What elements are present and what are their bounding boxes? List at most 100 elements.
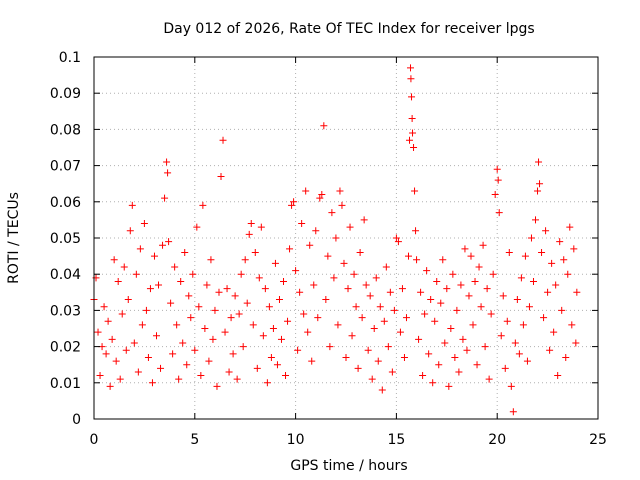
- data-point: [167, 299, 175, 307]
- data-point: [148, 379, 156, 387]
- data-point: [494, 176, 502, 184]
- data-point: [316, 194, 324, 202]
- data-point: [247, 220, 255, 228]
- data-point: [358, 314, 366, 322]
- data-point: [556, 238, 564, 246]
- y-tick-label: 0.09: [50, 86, 81, 102]
- data-point: [560, 256, 568, 264]
- data-point: [205, 357, 213, 365]
- data-point: [473, 361, 481, 369]
- data-point: [400, 353, 408, 361]
- data-point: [126, 227, 134, 235]
- x-tick-label: 25: [589, 432, 607, 448]
- data-point: [554, 372, 562, 380]
- data-point: [221, 328, 229, 336]
- data-point: [155, 281, 163, 289]
- data-point: [501, 364, 509, 372]
- data-point: [425, 350, 433, 358]
- data-point: [413, 256, 421, 264]
- data-point: [282, 372, 290, 380]
- data-point: [370, 325, 378, 332]
- data-point: [118, 310, 126, 318]
- data-point: [225, 368, 233, 376]
- data-point: [421, 310, 429, 318]
- data-point: [529, 277, 537, 285]
- data-point: [503, 317, 511, 325]
- data-point: [253, 364, 261, 372]
- y-tick-label: 0.04: [50, 267, 81, 283]
- data-point: [237, 270, 245, 278]
- data-point: [259, 332, 267, 340]
- data-point: [134, 368, 142, 376]
- data-point: [265, 303, 273, 311]
- data-point: [390, 306, 398, 314]
- data-point: [449, 270, 457, 278]
- data-point: [406, 136, 414, 144]
- data-point: [344, 285, 352, 293]
- data-point: [130, 339, 138, 347]
- data-point: [471, 277, 479, 285]
- data-point: [269, 325, 277, 332]
- x-tick-label: 5: [190, 432, 199, 448]
- data-point: [257, 223, 265, 231]
- data-point: [374, 357, 382, 365]
- data-point: [235, 310, 243, 318]
- data-point: [573, 288, 581, 296]
- data-point: [322, 296, 330, 304]
- data-point: [104, 317, 112, 325]
- data-point: [169, 350, 177, 358]
- data-point: [132, 270, 140, 278]
- data-point: [465, 292, 473, 300]
- data-point: [467, 252, 475, 260]
- data-point: [263, 379, 271, 387]
- data-point: [511, 339, 519, 347]
- data-point: [255, 274, 263, 282]
- data-point: [181, 248, 189, 256]
- data-point: [197, 372, 205, 380]
- axis-ticks: [93, 56, 599, 420]
- data-point: [475, 263, 483, 271]
- data-point: [280, 277, 288, 285]
- data-point: [388, 368, 396, 376]
- data-point: [568, 321, 576, 329]
- data-point: [562, 353, 570, 361]
- data-point: [310, 281, 318, 289]
- data-point: [356, 248, 364, 256]
- data-point: [120, 263, 128, 271]
- x-tick-label: 10: [287, 432, 305, 448]
- data-point: [354, 364, 362, 372]
- data-point: [165, 238, 173, 246]
- data-point: [445, 382, 453, 390]
- y-tick-label: 0.05: [50, 231, 81, 247]
- data-point: [251, 248, 259, 256]
- data-point: [558, 306, 566, 314]
- data-point: [144, 353, 152, 361]
- data-point: [417, 288, 425, 296]
- y-tick-label: 0: [72, 412, 81, 428]
- data-point: [203, 281, 211, 289]
- data-point: [505, 248, 513, 256]
- data-point: [419, 372, 427, 380]
- data-point: [366, 292, 374, 300]
- data-point: [298, 220, 306, 228]
- data-point: [410, 144, 418, 151]
- data-point: [271, 259, 279, 267]
- y-tick-labels: 0 0.01 0.02 0.03 0.04 0.05 0.06 0.07 0.08 0.09 0.1: [50, 50, 81, 428]
- data-point: [439, 256, 447, 264]
- data-point: [217, 172, 225, 180]
- data-point: [532, 216, 540, 224]
- data-point: [306, 241, 314, 249]
- data-point: [453, 306, 461, 314]
- data-point: [288, 201, 296, 209]
- data-point: [499, 292, 507, 300]
- data-point: [338, 201, 346, 209]
- data-point: [189, 270, 197, 278]
- data-point: [342, 353, 350, 361]
- data-point: [290, 198, 298, 206]
- data-point: [112, 357, 120, 365]
- data-point: [211, 306, 219, 314]
- data-point: [102, 350, 110, 358]
- data-point: [459, 335, 467, 343]
- data-point: [261, 285, 269, 293]
- data-point: [517, 274, 525, 282]
